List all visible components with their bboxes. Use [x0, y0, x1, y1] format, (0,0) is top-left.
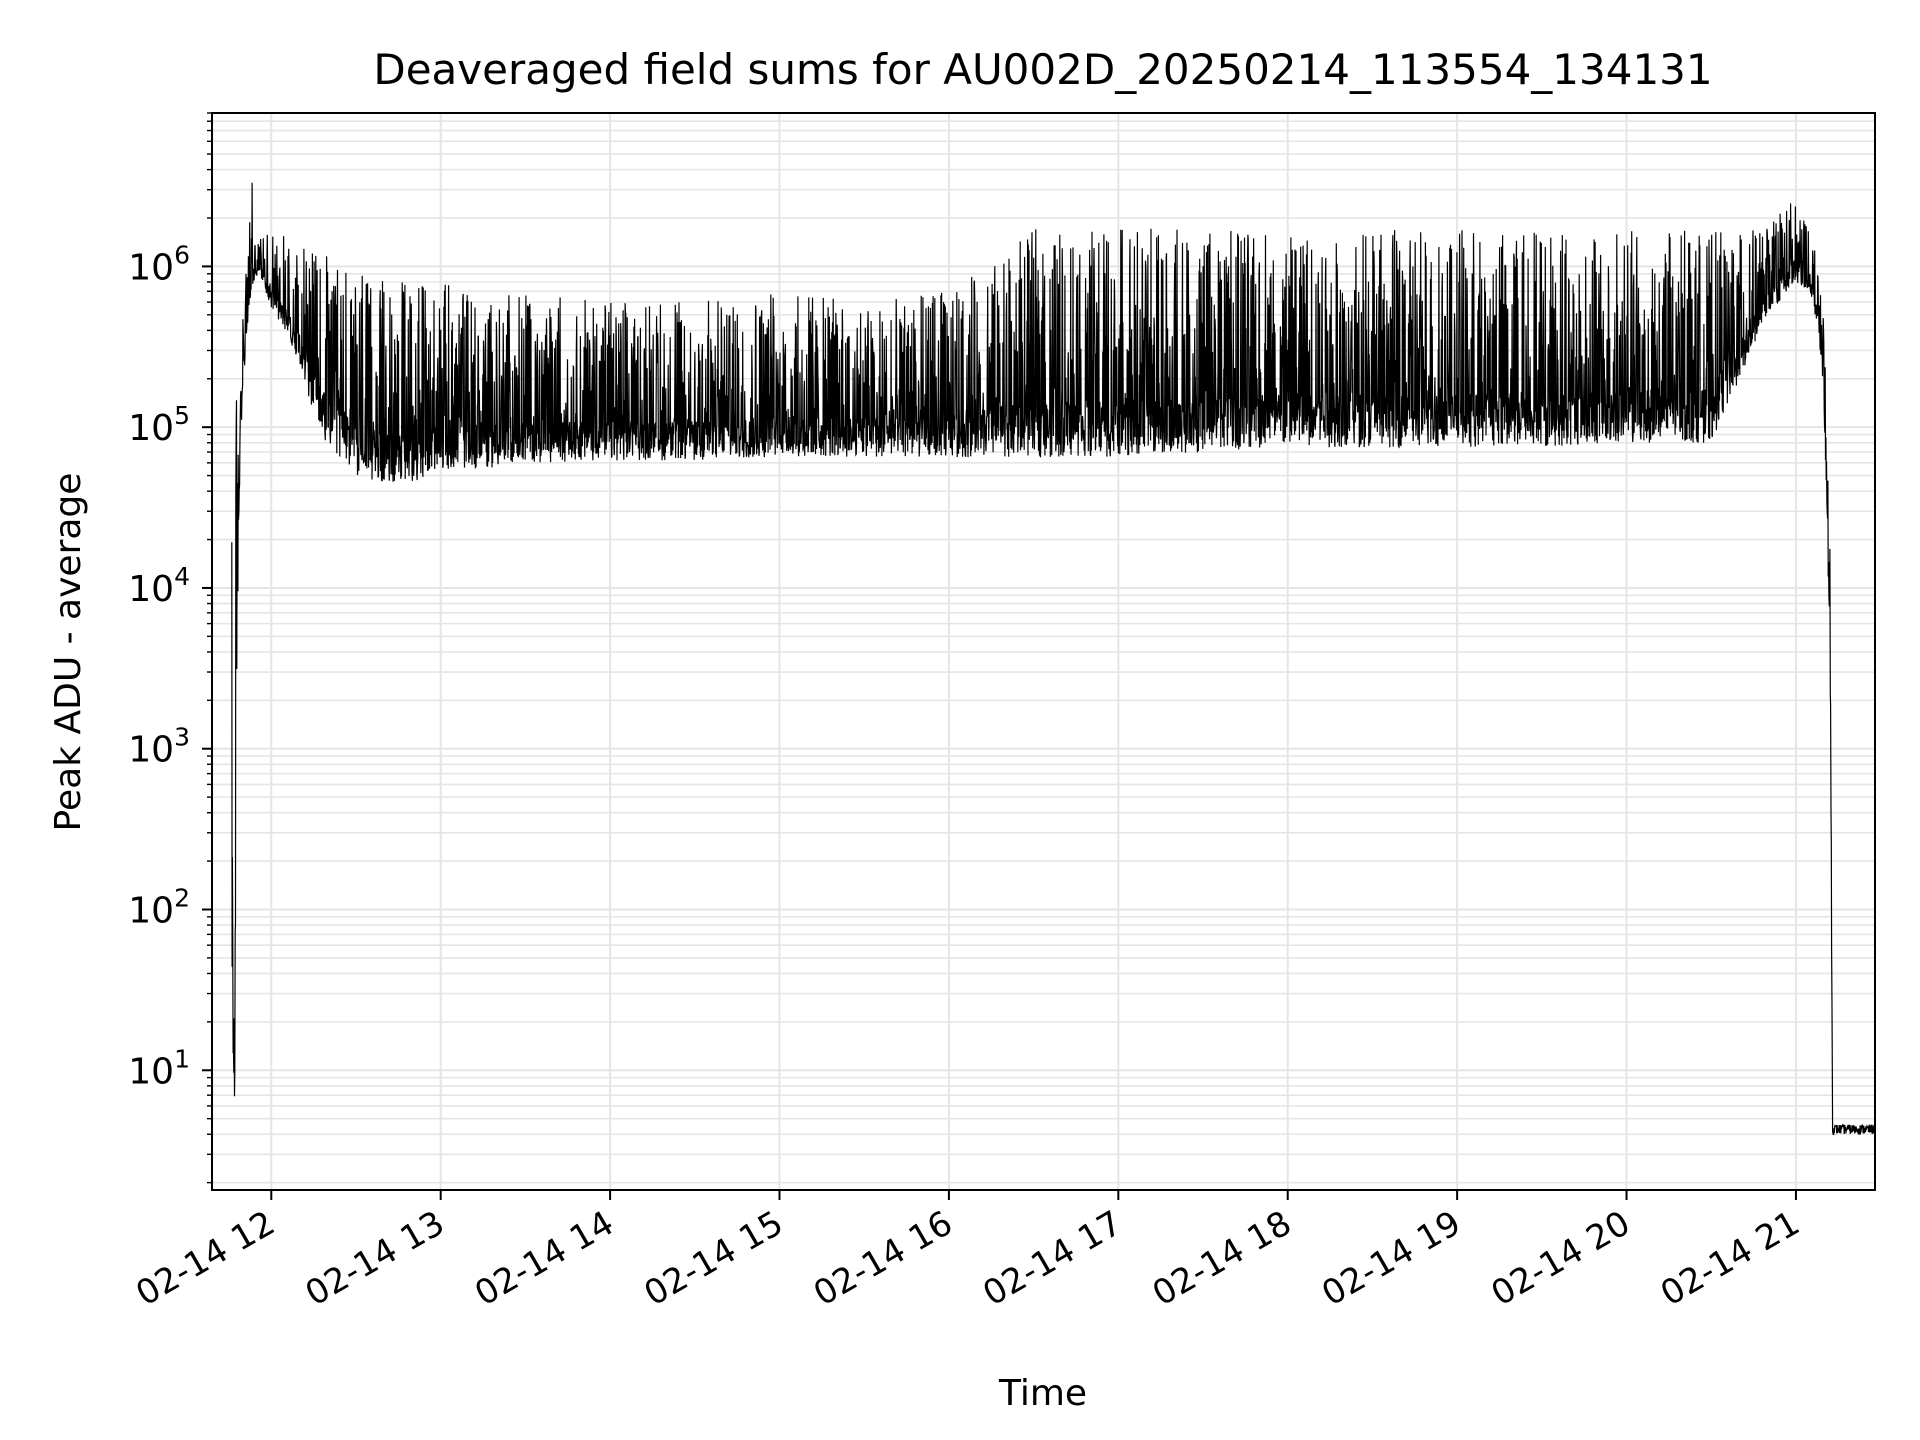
- y-axis-label: Peak ADU - average: [48, 473, 89, 832]
- y-tick-label: 105: [128, 401, 190, 449]
- y-tick-label: 103: [128, 723, 190, 771]
- y-tick-label: 101: [128, 1044, 190, 1092]
- series-line: [231, 182, 1875, 1136]
- chart-title: Deaveraged field sums for AU002D_2025021…: [373, 45, 1712, 94]
- data-series: [231, 182, 1875, 1136]
- y-tick-label: 104: [128, 562, 190, 610]
- y-tick-label: 106: [128, 240, 190, 288]
- y-tick-label: 102: [128, 883, 190, 931]
- x-axis-label: Time: [998, 1373, 1087, 1414]
